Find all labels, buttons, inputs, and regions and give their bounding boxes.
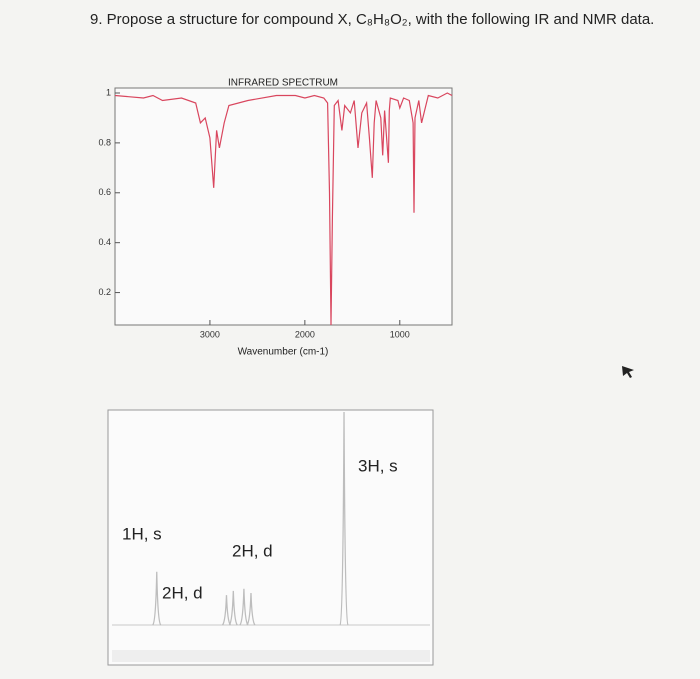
nmr-peak — [239, 588, 249, 626]
y-tick-label: 0.6 — [98, 187, 111, 197]
ir-plot-frame — [114, 87, 453, 326]
nmr-peak — [152, 571, 162, 626]
nmr-peak — [221, 595, 232, 626]
cursor — [622, 366, 634, 378]
nmr-peak — [246, 593, 256, 626]
y-tick-label: 0.2 — [98, 287, 111, 297]
peak-annotation: 2H, d — [162, 583, 203, 602]
x-tick-label: 3000 — [200, 329, 220, 339]
question: 9. Propose a structure for compound X, C… — [90, 11, 654, 28]
ir-title: INFRARED SPECTRUM — [228, 78, 338, 89]
y-tick-label: 1 — [106, 87, 111, 97]
ir-x-label: Wavenumber (cm-1) — [238, 347, 329, 358]
y-tick-label: 0.8 — [98, 137, 111, 147]
nmr-axis-strip — [112, 650, 430, 662]
peak-annotation: 1H, s — [122, 524, 162, 543]
x-tick-label: 2000 — [295, 329, 315, 339]
peak-annotation: 3H, s — [358, 456, 398, 475]
peak-annotation: 2H, d — [232, 541, 273, 560]
ir-trace — [114, 92, 453, 326]
nmr-peak — [339, 411, 349, 626]
x-tick-label: 1000 — [390, 329, 410, 339]
nmr-frame — [107, 409, 434, 666]
nmr-peak — [228, 590, 238, 626]
y-tick-label: 0.4 — [98, 237, 111, 247]
